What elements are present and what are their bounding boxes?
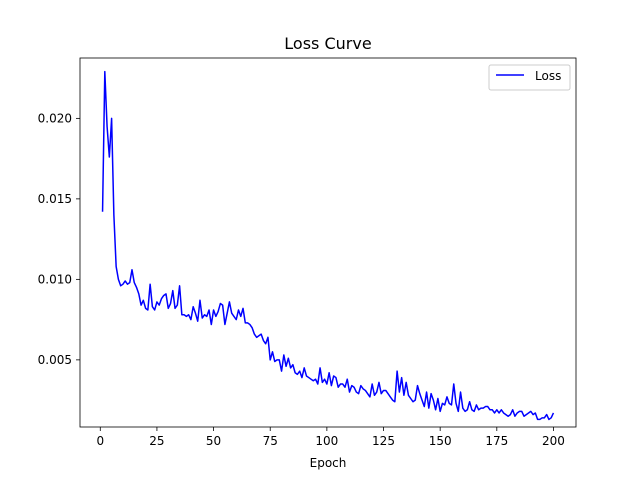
legend-box [488, 64, 571, 91]
series-line-loss [101, 70, 555, 421]
x-tick-label: 100 [315, 434, 338, 448]
x-axis: 0 25 50 75 100 125 150 175 200 [96, 427, 565, 448]
x-tick-label: 50 [206, 434, 221, 448]
x-tick-label: 200 [542, 434, 565, 448]
x-tick-label: 125 [372, 434, 395, 448]
plot-area [79, 57, 577, 428]
y-tick-label: 0.015 [38, 192, 72, 206]
x-tick-label: 150 [429, 434, 452, 448]
x-axis-label: Epoch [310, 456, 347, 470]
chart-title: Loss Curve [284, 34, 371, 53]
y-axis: 0.005 0.010 0.015 0.020 [38, 111, 80, 367]
plot-frame [79, 57, 577, 428]
legend-label-loss: Loss [535, 69, 561, 83]
y-tick-label: 0.010 [38, 272, 72, 286]
x-tick-label: 175 [485, 434, 508, 448]
y-tick-label: 0.005 [38, 353, 72, 367]
legend: Loss [488, 64, 571, 91]
y-tick-label: 0.020 [38, 111, 72, 125]
x-tick-label: 75 [263, 434, 278, 448]
x-tick-label: 25 [149, 434, 164, 448]
x-tick-label: 0 [96, 434, 104, 448]
